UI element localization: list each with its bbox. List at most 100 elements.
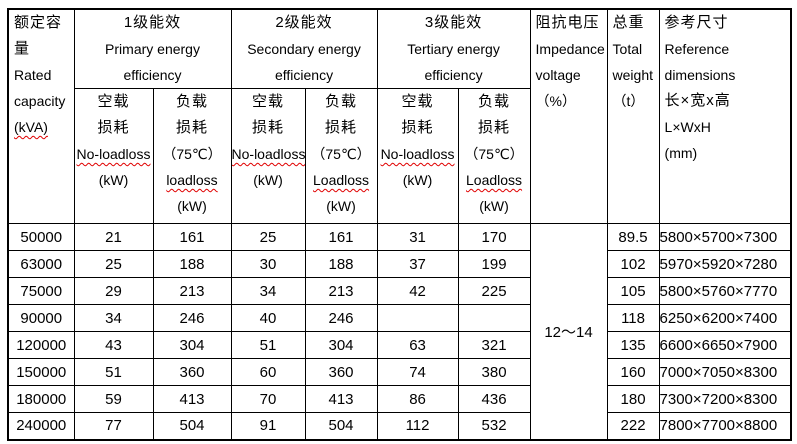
header-line: (kW) — [98, 172, 129, 188]
cell-primary-load: 304 — [152, 331, 232, 359]
header-line: Impedance — [535, 41, 605, 57]
cell-tertiary-load: 170 — [457, 223, 531, 251]
header-tertiary-load-loss: 负载 损耗 （75℃） Loadloss (kW) — [457, 88, 531, 224]
cell-tertiary-load: 321 — [457, 331, 531, 359]
header-line: (kW) — [479, 198, 509, 214]
cell-secondary-noload: 40 — [230, 304, 306, 332]
cell-primary-noload: 43 — [73, 331, 154, 359]
header-reference-dimensions: 参考尺寸 Reference dimensions 长×宽x高 L×WxH (m… — [658, 8, 792, 224]
header-line: 阻抗电压 — [535, 14, 600, 31]
cell-primary-load: 246 — [152, 304, 232, 332]
cell-rated-capacity: 90000 — [7, 304, 75, 332]
header-line: （75℃） — [311, 146, 371, 162]
cell-secondary-load: 504 — [304, 412, 378, 440]
header-line: (kW) — [402, 172, 433, 188]
header-line: （75℃） — [162, 146, 222, 162]
cell-total-weight: 135 — [606, 331, 660, 359]
cell-primary-noload: 29 — [73, 277, 154, 305]
cell-tertiary-noload: 112 — [376, 412, 459, 440]
table-row: 75000 29 213 34 213 42 225 105 5800×5760… — [7, 277, 792, 305]
header-secondary-noload-loss: 空载 损耗 No-loadloss (kW) — [230, 88, 306, 224]
cell-secondary-load: 213 — [304, 277, 378, 305]
cell-secondary-noload: 51 — [230, 331, 306, 359]
header-line: (kW) — [326, 198, 356, 214]
cell-rated-capacity: 240000 — [7, 412, 75, 440]
header-line: efficiency — [274, 67, 334, 83]
header-tertiary-noload-loss: 空载 损耗 No-loadloss (kW) — [376, 88, 459, 224]
header-line: 损耗 — [252, 119, 285, 136]
header-line: Total — [612, 41, 643, 57]
cell-total-weight: 118 — [606, 304, 660, 332]
header-line: 损耗 — [478, 119, 511, 136]
header-line: 空载 — [97, 93, 130, 110]
header-line: L×WxH — [664, 119, 711, 135]
header-line: weight — [612, 67, 653, 83]
cell-secondary-load: 304 — [304, 331, 378, 359]
cell-rated-capacity: 150000 — [7, 358, 75, 386]
header-line: Primary energy — [105, 41, 200, 57]
cell-total-weight: 89.5 — [606, 223, 660, 251]
cell-total-weight: 105 — [606, 277, 660, 305]
header-line: efficiency — [123, 67, 182, 83]
cell-reference-dimensions: 7300×7200×8300 — [658, 385, 792, 413]
header-line-noloadloss: No-loadloss — [231, 146, 306, 162]
header-line: Reference — [664, 41, 730, 57]
header-line: Tertiary energy — [407, 41, 500, 57]
header-line: (mm) — [664, 145, 698, 161]
cell-rated-capacity: 50000 — [7, 223, 75, 251]
cell-primary-noload: 21 — [73, 223, 154, 251]
header-line: (kW) — [253, 172, 283, 188]
header-line: （75℃） — [464, 146, 524, 162]
header-total-weight: 总重 Total weight （t） — [606, 8, 660, 224]
cell-reference-dimensions: 7000×7050×8300 — [658, 358, 792, 386]
cell-primary-noload: 77 — [73, 412, 154, 440]
cell-tertiary-load — [457, 304, 531, 332]
cell-rated-capacity: 120000 — [7, 331, 75, 359]
header-line: 负载 — [176, 93, 209, 110]
cell-rated-capacity: 180000 — [7, 385, 75, 413]
header-secondary-load-loss: 负载 损耗 （75℃） Loadloss (kW) — [304, 88, 378, 224]
cell-total-weight: 160 — [606, 358, 660, 386]
cell-primary-noload: 51 — [73, 358, 154, 386]
header-impedance-voltage: 阻抗电压 Impedance voltage （%） — [529, 8, 608, 224]
header-line: （t） — [612, 93, 645, 109]
cell-primary-load: 360 — [152, 358, 232, 386]
table-row: 120000 43 304 51 304 63 321 135 6600×665… — [7, 331, 792, 359]
cell-secondary-load: 161 — [304, 223, 378, 251]
cell-secondary-load: 246 — [304, 304, 378, 332]
header-line: 长×宽x高 — [664, 92, 731, 109]
header-line-kva: (kVA) — [14, 119, 48, 135]
table-row: 50000 21 161 25 161 31 170 12～14 89.5 58… — [7, 223, 792, 440]
cell-tertiary-load: 199 — [457, 250, 531, 278]
cell-primary-noload: 25 — [73, 250, 154, 278]
header-line: 3级能效 — [424, 14, 483, 31]
header-rated-capacity: 额定容 量 Rated capacity (kVA) — [7, 8, 75, 224]
cell-total-weight: 102 — [606, 250, 660, 278]
header-line: 空载 — [401, 93, 434, 110]
header-line: 负载 — [478, 93, 511, 110]
cell-total-weight: 222 — [606, 412, 660, 440]
header-primary-efficiency: 1级能效 Primary energy efficiency — [73, 8, 232, 89]
cell-primary-load: 188 — [152, 250, 232, 278]
header-secondary-efficiency: 2级能效 Secondary energy efficiency — [230, 8, 378, 89]
header-tertiary-efficiency: 3级能效 Tertiary energy efficiency — [376, 8, 531, 89]
cell-primary-load: 213 — [152, 277, 232, 305]
cell-secondary-load: 413 — [304, 385, 378, 413]
cell-tertiary-noload — [376, 304, 459, 332]
cell-rated-capacity: 75000 — [7, 277, 75, 305]
header-line: efficiency — [424, 67, 483, 83]
header-line-noloadloss: No-loadloss — [380, 146, 455, 162]
cell-impedance-voltage: 12～14 — [529, 223, 608, 440]
header-line: 总重 — [612, 14, 645, 31]
cell-secondary-noload: 91 — [230, 412, 306, 440]
header-line: Rated — [14, 67, 52, 83]
cell-reference-dimensions: 5970×5920×7280 — [658, 250, 792, 278]
table-row: 90000 34 246 40 246 118 6250×6200×7400 — [7, 304, 792, 332]
header-line: 空载 — [252, 93, 285, 110]
header-line: 损耗 — [401, 119, 434, 136]
header-line-loadloss: Loadloss — [466, 172, 523, 188]
cell-primary-load: 413 — [152, 385, 232, 413]
header-line-loadloss: loadloss — [166, 172, 218, 188]
header-line: (kW) — [177, 198, 207, 214]
header-line: dimensions — [664, 67, 736, 83]
